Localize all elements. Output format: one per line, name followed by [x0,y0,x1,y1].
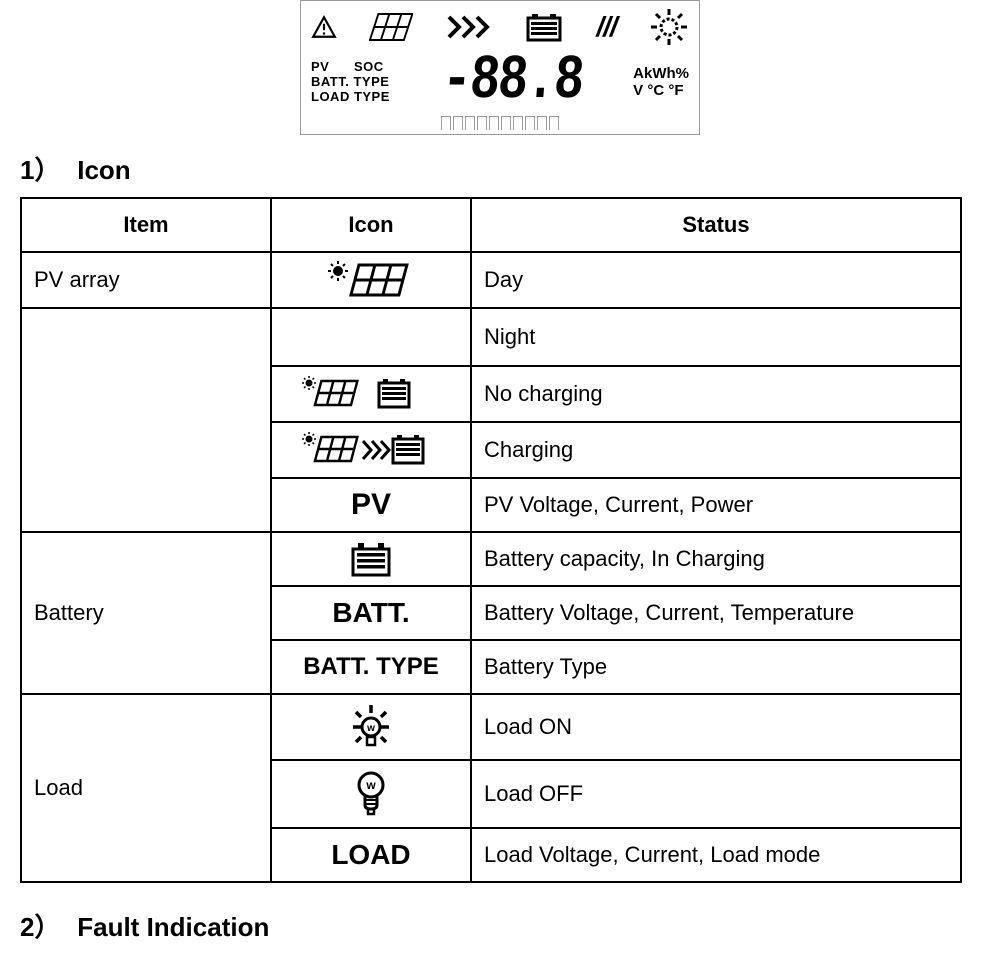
col-header-item: Item [21,198,271,252]
item-cell: Battery [21,532,271,694]
icon-cell [271,532,471,586]
battery-icon [524,12,564,42]
lcd-label-line2: BATT. TYPE [311,74,390,89]
icon-cell: PV [271,478,471,532]
icon-cell: LOAD [271,828,471,882]
status-cell: Charging [471,422,961,478]
lcd-label-line1: PV SOC [311,59,390,74]
icon-status-table: Item Icon Status PV array DayNightNo char… [20,197,962,883]
status-cell: Day [471,252,961,308]
section-2-number: 2） [20,907,70,944]
status-cell: Battery Type [471,640,961,694]
section-1-heading: 1） Icon [20,150,980,187]
section-2-title: Fault Indication [77,912,269,942]
icon-cell: w [271,760,471,828]
section-1-number: 1） [20,150,70,187]
item-cell [21,308,271,532]
warning-icon [311,14,337,40]
lcd-label-line3: LOAD TYPE [311,89,390,104]
status-cell: Load OFF [471,760,961,828]
triple-chevron-icon [446,13,492,41]
lcd-digits: -88.8 [439,46,585,117]
icon-cell [271,308,471,366]
lcd-row-readout: PV SOC BATT. TYPE LOAD TYPE -88.8 AkWh% … [307,53,693,116]
icon-cell [271,366,471,422]
icon-cell [271,252,471,308]
col-header-icon: Icon [271,198,471,252]
icon-text-pv: PV [351,488,391,521]
panel-batt-icon [301,380,441,405]
icon-cell: w [271,694,471,760]
bulb-off-icon: w [351,780,391,805]
lcd-connector-strip [307,116,693,134]
icon-cell: BATT. [271,586,471,640]
status-cell: Battery capacity, In Charging [471,532,961,586]
status-cell: No charging [471,366,961,422]
panel-icon [369,12,413,42]
section-2-heading: 2） Fault Indication [20,907,980,944]
bulb-on-icon: w [347,713,395,738]
icon-text-batt: BATT. [332,597,409,628]
svg-text:w: w [366,723,375,734]
icon-text-load: LOAD [331,839,410,870]
col-header-status: Status [471,198,961,252]
status-cell: Load ON [471,694,961,760]
status-cell: PV Voltage, Current, Power [471,478,961,532]
item-cell: Load [21,694,271,882]
icon-cell: BATT. TYPE [271,640,471,694]
table-row: BatteryBattery capacity, In Charging [21,532,961,586]
icon-text-batttype: BATT. TYPE [303,653,439,680]
item-cell: PV array [21,252,271,308]
lcd-units-line2: V °C °F [633,82,689,99]
status-cell: Night [471,308,961,366]
icon-cell [271,422,471,478]
section-1-title: Icon [77,155,130,185]
table-row: LoadwLoad ON [21,694,961,760]
sun-panel-icon [326,266,416,291]
bulb-rays-icon [649,7,689,47]
lcd-units-line1: AkWh% [633,65,689,82]
lcd-labels-left: PV SOC BATT. TYPE LOAD TYPE [311,59,390,104]
lcd-display: /// PV SOC BATT. TYPE LOAD TYPE -88.8 Ak… [300,0,700,135]
svg-text:w: w [365,778,376,792]
table-row: Night [21,308,961,366]
status-cell: Battery Voltage, Current, Temperature [471,586,961,640]
panel-arrow-batt-icon [301,436,441,461]
lcd-units: AkWh% V °C °F [633,65,689,99]
moon-icon [351,323,391,348]
status-cell: Load Voltage, Current, Load mode [471,828,961,882]
battery-icon [349,545,393,570]
table-row: PV array Day [21,252,961,308]
table-header-row: Item Icon Status [21,198,961,252]
slashes-icon: /// [596,11,616,43]
